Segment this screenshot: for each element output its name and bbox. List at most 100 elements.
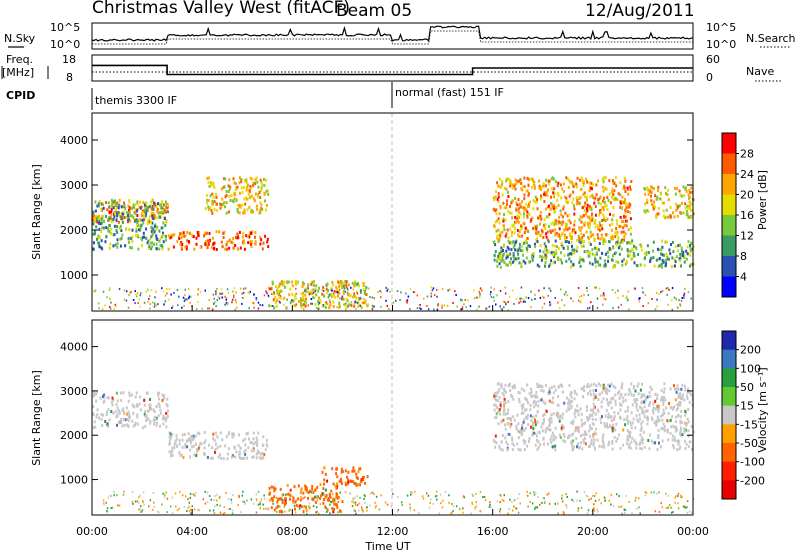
power-cell [188,297,190,300]
power-cell [573,204,575,208]
power-cell [476,296,478,299]
power-cell [582,214,585,218]
power-cell [430,292,433,295]
velocity-cell [660,414,662,418]
velocity-cell [229,508,231,510]
power-cell [567,219,570,222]
power-cell [558,227,561,231]
velocity-cell [641,420,644,424]
velocity-cell [216,446,219,450]
power-cell [647,192,650,196]
velocity-cell [347,478,350,482]
velocity-cell [143,413,146,417]
power-cell [587,294,590,297]
velocity-cell [691,511,693,514]
velocity-cell [594,427,597,431]
velocity-cell [616,493,618,496]
velocity-cell [112,411,115,415]
power-cell [349,294,352,298]
power-cell [358,297,361,301]
velocity-cell [504,423,506,427]
velocity-cell [629,435,631,439]
power-cell [555,219,558,223]
power-cell [160,211,163,215]
velocity-cell [593,394,596,398]
velocity-cell [189,496,192,499]
power-cell [658,207,660,210]
power-cell [499,206,502,210]
power-cell [195,308,198,310]
power-cell [599,237,602,241]
power-cell [501,180,504,184]
power-cell [156,209,159,213]
power-cell [208,240,211,244]
power-cell [129,291,132,294]
power-cell [679,243,681,247]
velocity-cell [572,445,575,449]
power-cell [177,304,179,307]
power-cell [357,305,359,308]
velocity-cell [329,495,332,499]
velocity-cell [216,493,218,496]
power-cell [295,292,297,295]
power-cell [534,298,536,300]
power-cell [481,289,483,292]
x-tick-label: 08:00 [276,525,308,538]
velocity-cell [612,417,615,421]
power-cell [352,295,354,298]
power-cell [129,214,132,218]
power-cell [137,233,139,237]
velocity-cell [588,445,591,449]
power-cell [523,176,526,180]
power-cell [145,208,148,212]
power-cell [550,207,553,211]
power-cell [150,211,153,215]
power-cell [272,305,274,307]
power-cell [503,228,506,232]
noise-left-tick-low: 10^0 [50,38,80,51]
power-cell [602,189,605,193]
velocity-cell [535,390,538,394]
power-cell [129,246,131,249]
power-cell [270,305,273,307]
power-cell [250,231,252,235]
power-cell [185,247,188,251]
power-cell [116,225,119,229]
velocity-cell [113,491,115,493]
power-cell [539,244,542,248]
power-cell [321,289,323,292]
power-cell [173,291,175,294]
power-cell [312,284,315,288]
velocity-cell [548,502,551,505]
velocity-cell [401,504,403,507]
power-cell [93,290,96,293]
velocity-cell [615,422,618,426]
velocity-cell [192,438,194,442]
noise-search-trace [92,30,693,45]
velocity-cell [684,413,687,417]
power-cell [531,177,534,181]
velocity-cell [649,385,652,389]
velocity-cell [642,412,645,416]
power-cell [682,211,685,215]
velocity-cell [510,418,512,422]
velocity-cell [178,438,181,442]
power-cell [652,205,655,209]
power-cell [254,182,257,186]
velocity-cell [568,383,571,387]
velocity-cell [221,438,224,442]
velocity-cell [503,393,505,397]
velocity-cell [138,402,141,406]
power-cell [589,230,592,234]
power-cell [563,293,566,296]
power-cell [601,206,604,210]
velocity-cell [270,485,273,489]
power-cell [359,289,362,293]
power-cell [478,296,481,299]
velocity-cell [249,441,252,445]
power-cell [288,293,291,297]
power-cell [662,253,665,257]
power-cell [216,299,218,302]
velocity-cell [186,510,188,512]
power-cell [115,203,118,207]
